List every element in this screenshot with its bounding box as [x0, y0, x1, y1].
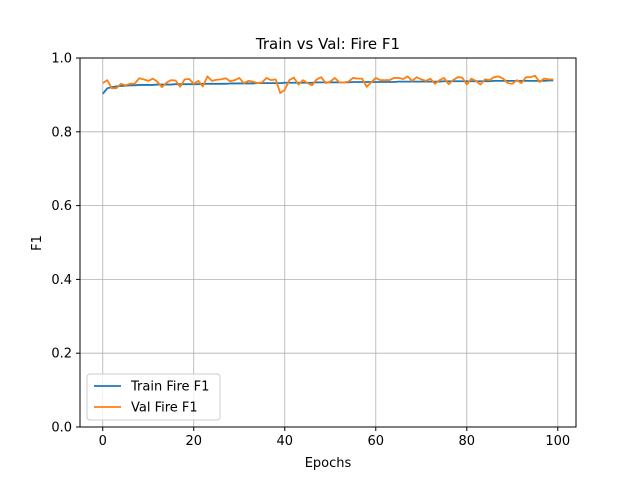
y-tick-label: 1.0	[51, 52, 72, 67]
y-tick-label: 0.4	[51, 273, 72, 288]
ticks: 0 20 40 60 80 100 0.0 0.2 0.4 0.6 0.8 1.0	[51, 52, 570, 450]
y-tick-label: 0.6	[51, 199, 72, 214]
x-tick-label: 60	[368, 434, 385, 449]
x-tick-label: 100	[545, 434, 570, 449]
legend: Train Fire F1 Val Fire F1	[86, 373, 221, 421]
grid	[80, 57, 576, 428]
y-axis-label: F1	[30, 235, 45, 251]
x-axis-label: Epochs	[305, 456, 352, 471]
x-tick-label: 80	[459, 434, 476, 449]
y-tick-label: 0.0	[51, 421, 72, 436]
plot-frame	[79, 57, 577, 428]
y-tick-label: 0.2	[51, 347, 72, 362]
y-tick-label: 0.8	[51, 125, 72, 140]
x-tick-label: 0	[99, 434, 107, 449]
x-tick-label: 20	[185, 434, 202, 449]
series-layer	[102, 74, 554, 95]
legend-entry: Train Fire F1	[130, 380, 209, 395]
x-tick-label: 40	[276, 434, 293, 449]
chart-title: Train vs Val: Fire F1	[255, 35, 400, 53]
series-line-val	[102, 74, 554, 94]
legend-entry: Val Fire F1	[131, 401, 198, 416]
